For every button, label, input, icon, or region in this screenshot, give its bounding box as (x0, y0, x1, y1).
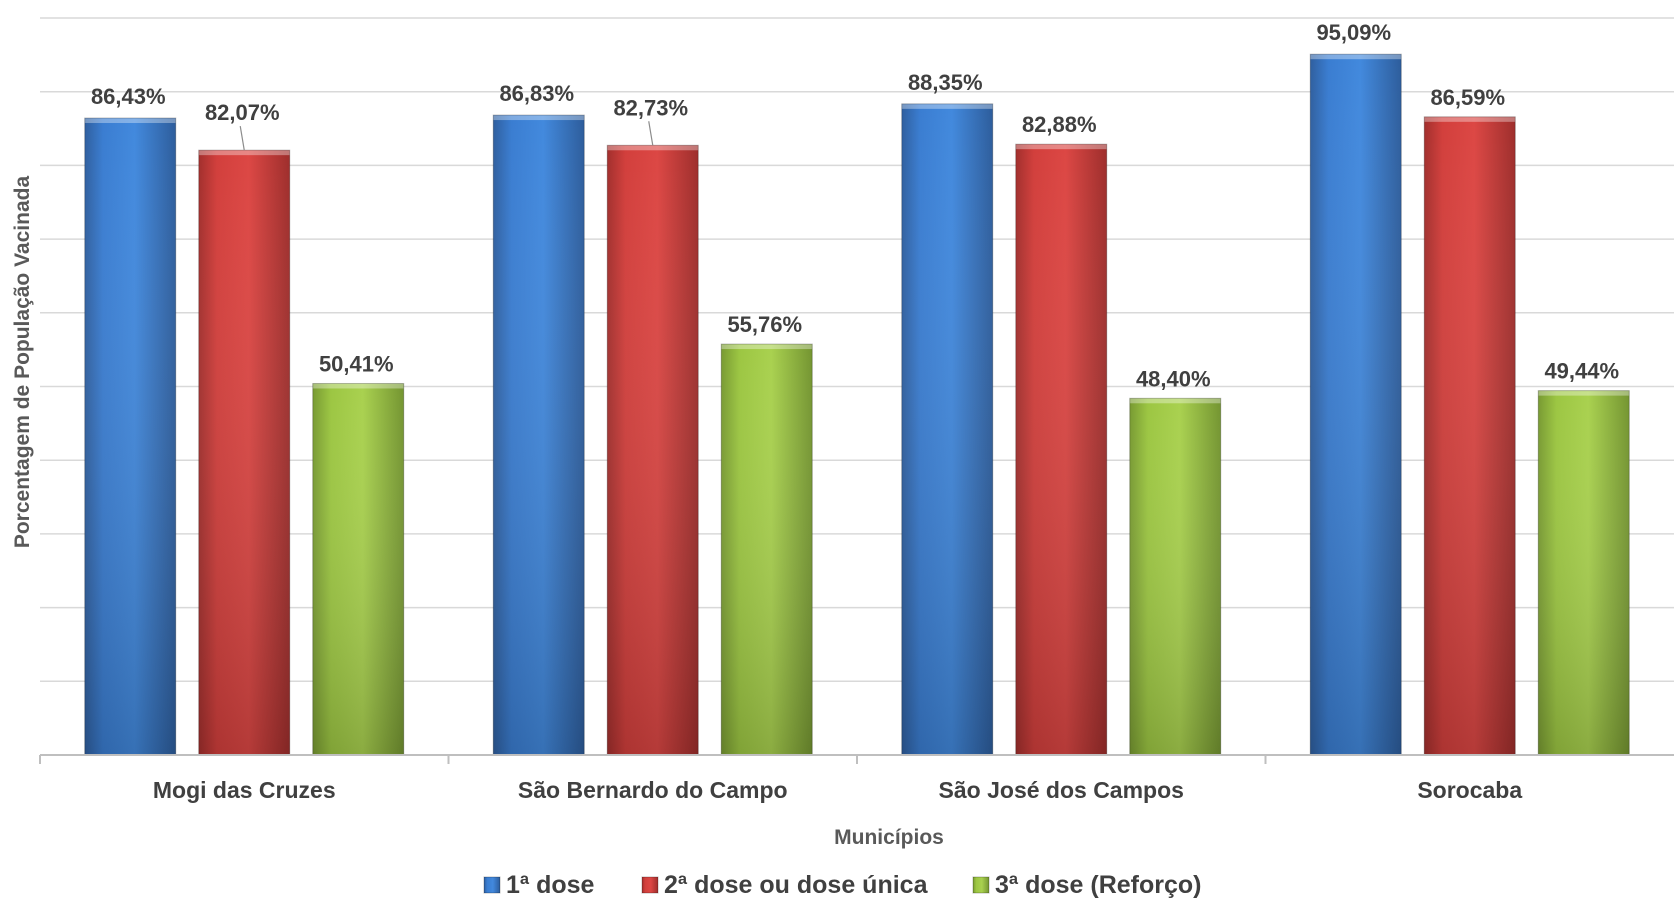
bar-3-3 (1129, 397, 1222, 756)
gridlines (40, 17, 1674, 683)
legend-item: 1ª dose (483, 871, 595, 899)
bar-top-highlight (607, 145, 699, 151)
bar-shade (901, 103, 993, 756)
data-label: 82,73% (613, 95, 688, 120)
legend-label: 3ª dose (Reforço) (995, 871, 1202, 899)
x-axis: Mogi das Cruzes São Bernardo do Campo São … (39, 754, 1674, 803)
legend-swatch (483, 876, 501, 894)
y-axis-title: Porcentagem de População Vacinada (11, 176, 34, 549)
data-label: 55,76% (727, 312, 802, 337)
bar-top-highlight (1424, 116, 1516, 122)
bar-shade (1015, 144, 1107, 756)
bar-2-4 (1423, 116, 1516, 756)
data-label: 86,43% (91, 84, 166, 109)
label-leader-line (648, 121, 654, 146)
bar-1-2 (492, 114, 585, 756)
legend-swatch (972, 876, 990, 894)
legend-label: 2ª dose ou dose única (664, 871, 929, 899)
bar-top-highlight (312, 383, 404, 389)
data-label: 88,35% (908, 70, 983, 95)
bar-top-highlight (901, 103, 993, 109)
legend-item: 3ª dose (Reforço) (972, 871, 1202, 899)
bar-top-highlight (1129, 398, 1221, 404)
bar-3-1 (312, 382, 405, 756)
bar-2-1 (198, 149, 291, 756)
category-label: Sorocaba (1417, 777, 1522, 803)
bar-shade (1538, 390, 1630, 755)
category-label: São José dos Campos (939, 777, 1184, 803)
data-label: 50,41% (319, 351, 394, 376)
bar-shade (1310, 54, 1402, 755)
category-label: São Bernardo do Campo (518, 777, 788, 803)
bar-top-highlight (1538, 390, 1630, 396)
legend-swatch (641, 876, 659, 894)
bar-top-highlight (721, 344, 813, 350)
bar-shade (198, 150, 290, 755)
bar-3-2 (720, 343, 813, 756)
data-label: 82,07% (205, 100, 280, 125)
legend: 1ª dose 2ª dose ou dose única 3ª dose (Ref… (483, 871, 1202, 899)
bar-shade (1424, 116, 1516, 755)
bar-shade (84, 118, 176, 755)
bar-1-1 (84, 117, 177, 756)
bar-top-highlight (493, 115, 585, 121)
bar-1-3 (901, 103, 994, 756)
data-label: 48,40% (1136, 366, 1211, 391)
data-label: 95,09% (1316, 20, 1391, 45)
bar-top-highlight (198, 150, 290, 156)
bar-top-highlight (1015, 144, 1107, 150)
legend-item: 2ª dose ou dose única (641, 871, 929, 899)
data-label: 82,88% (1022, 112, 1097, 137)
bar-shade (721, 344, 813, 755)
bar-2-3 (1015, 143, 1108, 756)
bar-shade (493, 115, 585, 756)
legend-label: 1ª dose (506, 871, 595, 899)
bar-shade (607, 145, 699, 755)
bar-top-highlight (84, 118, 176, 124)
data-labels: 86,43% 82,07% 50,41% 86,83% 82,73% 55,76% 88,3… (91, 20, 1619, 391)
bar-3-4 (1537, 390, 1630, 756)
category-label: Mogi das Cruzes (153, 777, 336, 803)
data-label: 49,44% (1544, 359, 1619, 384)
bar-2-2 (606, 144, 699, 756)
label-leader-line (239, 126, 245, 151)
bar-shade (312, 383, 404, 755)
bar-shade (1129, 398, 1221, 755)
bar-top-highlight (1310, 54, 1402, 60)
data-label: 86,83% (499, 81, 574, 106)
x-axis-title: Municípios (834, 826, 944, 849)
bars (84, 53, 1630, 756)
bar-1-4 (1309, 53, 1402, 756)
data-label: 86,59% (1430, 85, 1505, 110)
